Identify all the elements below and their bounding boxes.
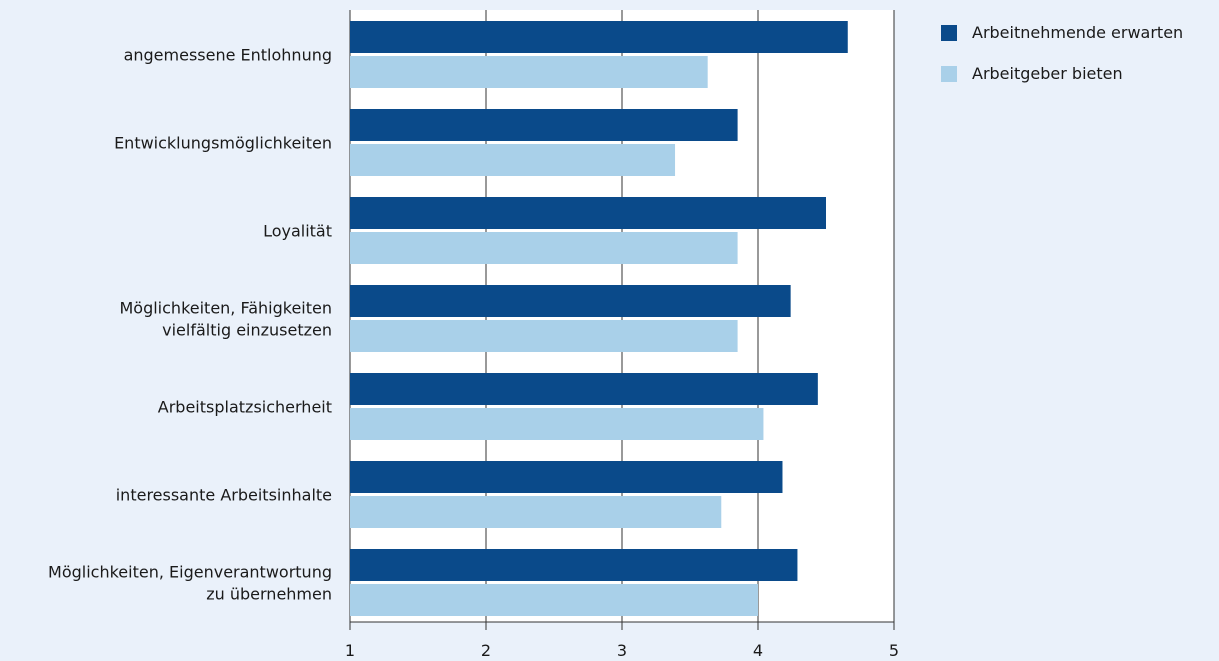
x-tick-label: 1: [345, 641, 355, 660]
category-label: Möglichkeiten, Eigenverantwortung: [48, 563, 332, 582]
bar-arbeitgeber-bieten: [350, 232, 738, 264]
bar-arbeitgeber-bieten: [350, 56, 708, 88]
x-axis-ticks: 1 2 3 4 5: [345, 622, 899, 660]
legend-label: Arbeitgeber bieten: [972, 64, 1123, 83]
bar-arbeitgeber-bieten: [350, 144, 675, 176]
bar-arbeitnehmende-erwarten: [350, 109, 738, 141]
bar-arbeitnehmende-erwarten: [350, 549, 797, 581]
category-label: zu übernehmen: [206, 585, 332, 604]
legend-label: Arbeitnehmende erwarten: [972, 23, 1183, 42]
legend-swatch: [941, 66, 957, 82]
category-labels: angemessene Entlohnung Entwicklungsmöglic…: [48, 46, 332, 604]
category-label: Arbeitsplatzsicherheit: [158, 398, 332, 417]
bar-arbeitgeber-bieten: [350, 496, 721, 528]
category-label: vielfältig einzusetzen: [162, 321, 332, 340]
bar-arbeitnehmende-erwarten: [350, 197, 826, 229]
bar-arbeitnehmende-erwarten: [350, 21, 848, 53]
x-tick-label: 5: [889, 641, 899, 660]
category-label: Entwicklungsmöglichkeiten: [114, 134, 332, 153]
legend-swatch: [941, 25, 957, 41]
x-tick-label: 2: [481, 641, 491, 660]
bar-arbeitnehmende-erwarten: [350, 373, 818, 405]
category-label: interessante Arbeitsinhalte: [116, 486, 332, 505]
x-tick-label: 3: [617, 641, 627, 660]
category-label: Möglichkeiten, Fähigkeiten: [119, 299, 332, 318]
legend: Arbeitnehmende erwarten Arbeitgeber biete…: [941, 23, 1183, 83]
category-label: angemessene Entlohnung: [124, 46, 332, 65]
category-label: Loyalität: [263, 222, 332, 241]
x-tick-label: 4: [753, 641, 763, 660]
bar-arbeitnehmende-erwarten: [350, 285, 791, 317]
bar-arbeitnehmende-erwarten: [350, 461, 782, 493]
bar-arbeitgeber-bieten: [350, 408, 763, 440]
bar-arbeitgeber-bieten: [350, 320, 738, 352]
bar-arbeitgeber-bieten: [350, 584, 758, 616]
